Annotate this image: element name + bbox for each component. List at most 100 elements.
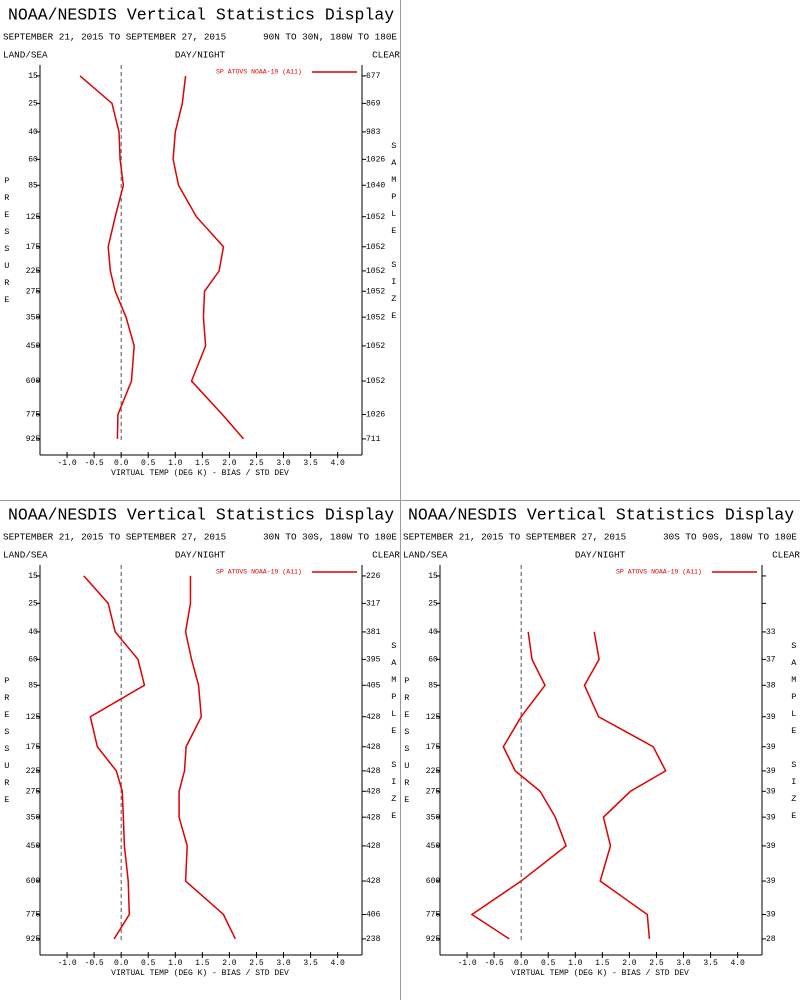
sample-size: 37 bbox=[766, 655, 776, 664]
x-tick-label: 1.5 bbox=[595, 959, 610, 968]
sample-size: 428 bbox=[366, 743, 381, 752]
sample-size: 39 bbox=[766, 813, 776, 822]
x-tick-label: -0.5 bbox=[485, 959, 504, 968]
y-axis-title: PRESSURE bbox=[402, 676, 412, 812]
y-tick-label: 175 bbox=[26, 743, 41, 752]
y-tick-label: 925 bbox=[426, 935, 441, 944]
sample-size: 428 bbox=[366, 787, 381, 796]
y-tick-label: 225 bbox=[26, 267, 41, 276]
y-tick-label: 15 bbox=[28, 572, 38, 581]
x-tick-label: 0.5 bbox=[141, 959, 156, 968]
sample-size: 711 bbox=[366, 435, 381, 444]
sample-size: 395 bbox=[366, 655, 381, 664]
y-tick-label: 40 bbox=[28, 128, 38, 137]
legend-label: SP ATOVS NOAA-19 (A11) bbox=[216, 69, 302, 76]
sample-size: 38 bbox=[766, 681, 776, 690]
y-tick-label: 40 bbox=[28, 628, 38, 637]
land-sea-label: LAND/SEA bbox=[3, 49, 48, 60]
y-tick-label: 60 bbox=[28, 655, 38, 664]
x-tick-label: 4.0 bbox=[730, 959, 745, 968]
y-tick-label: 600 bbox=[26, 377, 41, 386]
y-tick-label: 925 bbox=[26, 935, 41, 944]
x-axis-title: VIRTUAL TEMP (DEG K) - BIAS / STD DEV bbox=[511, 969, 689, 978]
y-tick-label: 275 bbox=[426, 787, 441, 796]
x-tick-label: 1.5 bbox=[195, 459, 210, 468]
y-tick-label: 15 bbox=[28, 72, 38, 81]
sample-size: 1052 bbox=[366, 213, 385, 222]
land-sea-label: LAND/SEA bbox=[403, 549, 448, 560]
y-tick-label: 225 bbox=[426, 767, 441, 776]
y-tick-label: 175 bbox=[426, 743, 441, 752]
legend-label: SP ATOVS NOAA-19 (A11) bbox=[616, 569, 702, 576]
sample-size: 1026 bbox=[366, 411, 385, 420]
x-tick-label: -1.0 bbox=[457, 959, 476, 968]
region: 30S TO 90S, 180W TO 180E bbox=[663, 531, 797, 542]
y-tick-label: 925 bbox=[26, 435, 41, 444]
sample-size: 405 bbox=[366, 681, 381, 690]
sample-size: 1052 bbox=[366, 342, 385, 351]
sample-size: 428 bbox=[366, 713, 381, 722]
sample-size: 1026 bbox=[366, 155, 385, 164]
y-tick-label: 600 bbox=[26, 877, 41, 886]
sample-size: 28 bbox=[766, 935, 776, 944]
y-tick-label: 25 bbox=[428, 599, 438, 608]
y-tick-label: 175 bbox=[26, 243, 41, 252]
y-tick-label: 15 bbox=[428, 572, 438, 581]
bias-line bbox=[79, 75, 135, 439]
x-tick-label: 2.5 bbox=[649, 959, 664, 968]
day-night-label: DAY/NIGHT bbox=[175, 549, 226, 560]
y-tick-label: 85 bbox=[428, 681, 438, 690]
sample-size: 39 bbox=[766, 911, 776, 920]
y-tick-label: 125 bbox=[26, 713, 41, 722]
legend-label: SP ATOVS NOAA-19 (A11) bbox=[216, 569, 302, 576]
day-night-label: DAY/NIGHT bbox=[575, 549, 626, 560]
x-tick-label: 2.0 bbox=[622, 959, 637, 968]
x-tick-label: 3.5 bbox=[303, 959, 318, 968]
y-tick-label: 275 bbox=[26, 787, 41, 796]
panel-title: NOAA/NESDIS Vertical Statistics Display bbox=[408, 505, 794, 524]
x-tick-label: 0.5 bbox=[541, 959, 556, 968]
date-range: SEPTEMBER 21, 2015 TO SEPTEMBER 27, 2015 bbox=[403, 531, 626, 542]
sample-size: 983 bbox=[366, 128, 381, 137]
y-tick-label: 85 bbox=[28, 681, 38, 690]
panel-title: NOAA/NESDIS Vertical Statistics Display bbox=[8, 505, 394, 524]
sample-size: 39 bbox=[766, 842, 776, 851]
x-tick-label: 4.0 bbox=[330, 459, 345, 468]
sample-size: 381 bbox=[366, 628, 381, 637]
x-tick-label: 3.5 bbox=[703, 959, 718, 968]
y2-axis-title: SAMPLE SIZE bbox=[789, 641, 799, 828]
x-tick-label: -1.0 bbox=[57, 959, 76, 968]
y-tick-label: 350 bbox=[26, 813, 41, 822]
sample-size: 1052 bbox=[366, 313, 385, 322]
sample-size: 869 bbox=[366, 99, 381, 108]
sample-size: 428 bbox=[366, 813, 381, 822]
std-dev-line bbox=[178, 575, 237, 940]
sample-size: 226 bbox=[366, 572, 381, 581]
sample-size: 1052 bbox=[366, 243, 385, 252]
sample-size: 1052 bbox=[366, 287, 385, 296]
y-tick-label: 450 bbox=[26, 342, 41, 351]
region: 90N TO 30N, 180W TO 180E bbox=[263, 31, 397, 42]
y-tick-label: 60 bbox=[428, 655, 438, 664]
x-axis-title: VIRTUAL TEMP (DEG K) - BIAS / STD DEV bbox=[111, 969, 289, 978]
sample-size: 428 bbox=[366, 767, 381, 776]
y-tick-label: 25 bbox=[28, 99, 38, 108]
y-tick-label: 40 bbox=[428, 628, 438, 637]
clear-label: CLEAR bbox=[772, 549, 800, 560]
day-night-label: DAY/NIGHT bbox=[175, 49, 226, 60]
y-tick-label: 775 bbox=[426, 911, 441, 920]
y-tick-label: 85 bbox=[28, 181, 38, 190]
x-tick-label: 1.0 bbox=[568, 959, 583, 968]
bias-line bbox=[83, 575, 146, 940]
x-tick-label: 3.5 bbox=[303, 459, 318, 468]
y-tick-label: 350 bbox=[26, 313, 41, 322]
panel-title: NOAA/NESDIS Vertical Statistics Display bbox=[8, 5, 394, 24]
x-tick-label: 0.0 bbox=[514, 959, 529, 968]
y-tick-label: 775 bbox=[26, 411, 41, 420]
y2-axis-title: SAMPLE SIZE bbox=[389, 641, 399, 828]
sample-size: 39 bbox=[766, 877, 776, 886]
region: 30N TO 30S, 180W TO 180E bbox=[263, 531, 397, 542]
bias-line bbox=[470, 631, 567, 940]
sample-size: 39 bbox=[766, 743, 776, 752]
